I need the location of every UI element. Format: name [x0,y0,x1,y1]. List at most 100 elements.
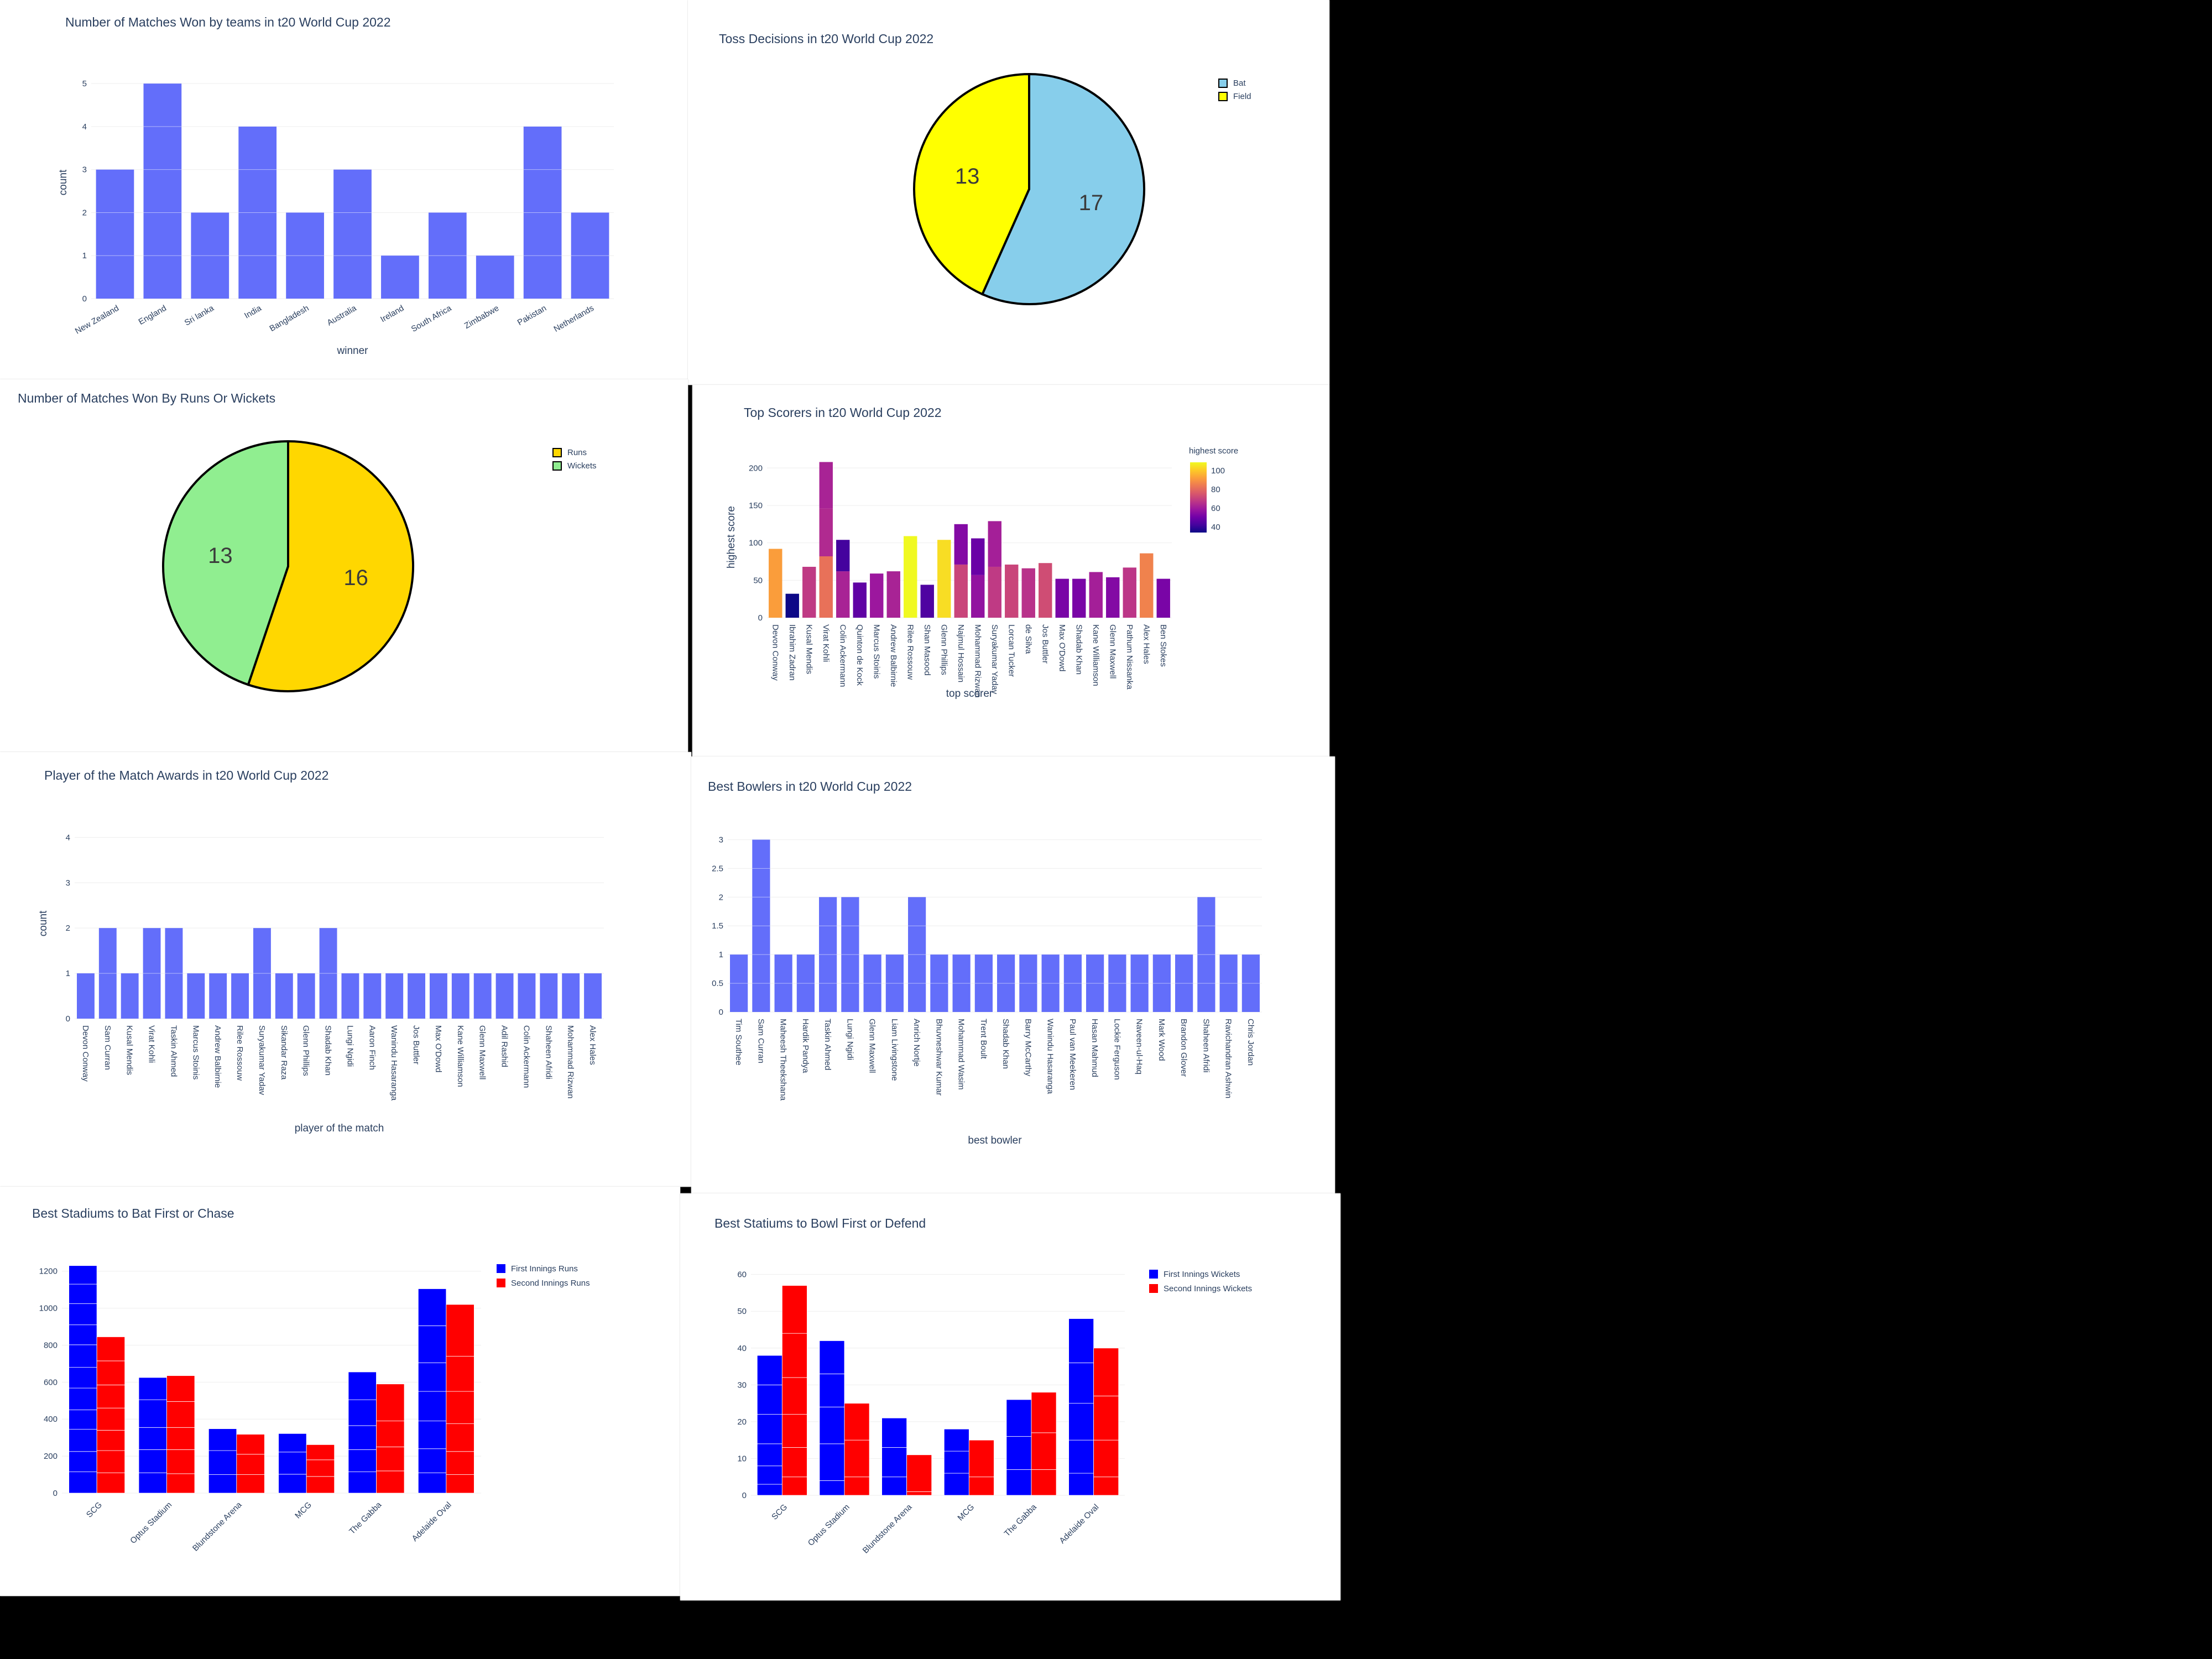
chart-panel-best-bowlers: Best Bowlers in t20 World Cup 2022 0 0.5 1 1… [691,757,1335,1193]
chart-panel-toss-decisions: Toss Decisions in t20 World Cup 2022 17 13… [688,0,1329,385]
x-tick-pakistan: Pakistan [516,304,548,327]
x-tick-optus-stadium: Optus Stadium [128,1500,174,1546]
bar-mohammad-rizwan-segment [971,538,985,575]
colorbar [1190,462,1207,533]
x-tick-suryakumar-yadav: Suryakumar Yadav [990,624,999,695]
bar-optus-stadium-first-innings-wickets [819,1373,845,1407]
chart-title: Top Scorers in t20 World Cup 2022 [744,405,942,420]
bar-suryakumar-yadav-segment [988,521,1001,567]
legend-label-bat: Bat [1233,79,1246,88]
bar-mcg-first-innings-runs [278,1474,307,1494]
bar-devon-conway [76,973,95,1019]
bar-colin-ackermann-segment [836,571,850,618]
bar-najmul-hossain-segment [954,524,968,565]
x-tick-lungi-ngidi: Lungi Ngidi [845,1019,854,1060]
bar-adelaide-oval-second-innings-runs [446,1304,474,1357]
bar-blundstone-arena-first-innings-runs [208,1450,237,1475]
x-tick-colin-ackermann: Colin Ackermann [838,624,847,687]
bar-quinton-de-kock-segment [853,582,867,618]
colorbar-tick-label: 100 [1211,466,1225,476]
bar-adelaide-oval-second-innings-runs [446,1474,474,1494]
bar-scg-first-innings-wickets [757,1484,782,1496]
x-tick-rilee-rossouw: Rilee Rossouw [235,1025,244,1081]
bar-mcg-first-innings-wickets [943,1451,969,1474]
x-tick-najmul-hossain: Najmul Hossain [956,624,966,682]
bar-optus-stadium-second-innings-runs [166,1375,195,1402]
colorbar-tick-label: 80 [1211,485,1220,494]
x-tick-shaheen-afridi: Shaheen Afridi [544,1025,553,1079]
legend-swatch-field [1218,92,1228,101]
bar-rilee-rossouw [231,973,249,1019]
bar-scg-first-innings-runs [69,1410,97,1430]
y-tick-label: 0 [758,613,763,623]
bar-marcus-stoinis-segment [870,573,884,618]
bar-ireland [381,255,419,299]
x-tick-the-gabba: The Gabba [347,1500,384,1536]
y-tick-label: 100 [749,539,763,548]
pie-slice-wickets [162,440,289,686]
x-tick-anrich-nortje: Anrich Nortje [912,1019,921,1067]
x-tick-wanindu-hasaranga: Wanindu Hasaranga [389,1025,399,1101]
bar-scg-first-innings-runs [69,1429,97,1452]
bar-scg-second-innings-runs [96,1384,126,1408]
bar-optus-stadium-first-innings-wickets [819,1480,845,1496]
pie-slice-runs [247,440,414,692]
y-tick-label: 0.5 [712,979,723,988]
bar-adelaide-oval-first-innings-wickets [1068,1439,1094,1474]
x-tick-south-africa: South Africa [410,303,453,333]
bar-optus-stadium-first-innings-wickets [819,1406,845,1444]
bar-scg-first-innings-wickets [757,1414,782,1444]
colorbar-tick-label: 60 [1211,504,1220,513]
x-tick-quinton-de-kock: Quinton de Kock [855,624,864,686]
bar-scg-second-innings-runs [96,1337,126,1361]
bar-blundstone-arena-second-innings-runs [236,1454,265,1475]
x-tick-netherlands: Netherlands [552,304,596,334]
y-tick-label: 2.5 [712,864,723,873]
y-tick-label: 150 [749,501,763,510]
won-by-chart: Number of Matches Won By Runs Or Wickets… [18,391,597,692]
bar-the-gabba-second-innings-runs [376,1446,405,1472]
bar-najmul-hossain-segment [954,564,968,618]
x-tick-colin-ackermann: Colin Ackermann [521,1025,531,1088]
bar-max-o-dowd [429,973,447,1019]
bar-colin-ackermann [518,973,536,1019]
chart-title: Best Bowlers in t20 World Cup 2022 [708,779,912,794]
bar-adelaide-oval-first-innings-wickets [1068,1403,1094,1441]
bar-adelaide-oval-first-innings-wickets [1068,1362,1094,1404]
x-tick-australia: Australia [325,303,358,327]
legend-label-runs: Runs [567,448,587,457]
x-tick-wanindu-hasaranga: Wanindu Hasaranga [1046,1019,1055,1094]
x-tick-blundstone-arena: Blundstone Arena [861,1502,914,1555]
bar-jos-buttler-segment [1039,563,1052,618]
x-tick-glenn-phillips: Glenn Phillips [301,1025,311,1076]
bar-the-gabba-first-innings-runs [348,1399,377,1426]
y-axis-title: highest score [726,506,737,568]
x-tick-shadab-khan: Shadab Khan [1074,624,1083,675]
x-tick-hasan-mahmud: Hasan Mahmud [1090,1019,1099,1077]
x-tick-ireland: Ireland [379,304,405,325]
y-tick-label: 0 [66,1014,70,1024]
legend-swatch-first-innings-runs [497,1264,505,1273]
x-tick-ravichandran-ashwin: Ravichandran Ashwin [1224,1019,1233,1098]
bar-scg-second-innings-wickets [781,1414,807,1448]
chart-title: Best Stadiums to Bat First or Chase [32,1206,234,1220]
x-axis-title: best bowler [968,1135,1022,1146]
y-tick-label: 1 [82,251,87,260]
bar-optus-stadium-second-innings-wickets [844,1477,870,1496]
x-tick-glenn-maxwell: Glenn Maxwell [1108,624,1117,679]
bar-the-gabba-second-innings-wickets [1031,1432,1057,1470]
bar-marcus-stoinis [187,973,205,1019]
x-tick-sam-curran: Sam Curran [103,1025,112,1070]
bar-scg-second-innings-runs [96,1450,126,1473]
x-tick-kusal-mendis: Kusal Mendis [125,1025,134,1075]
y-tick-label: 200 [44,1452,58,1461]
bar-mcg-second-innings-runs [306,1444,335,1460]
bar-adelaide-oval-second-innings-wickets [1093,1439,1119,1478]
bar-blundstone-arena-first-innings-runs [208,1428,237,1451]
bowl-first-chart: Best Statiums to Bowl First or Defend 0 10… [714,1216,1252,1556]
bar-alex-hales [584,973,602,1019]
bar-blundstone-arena-second-innings-wickets [906,1454,932,1492]
bar-scg-second-innings-wickets [781,1477,807,1496]
toss-decisions-chart: Toss Decisions in t20 World Cup 2022 17 13… [719,32,1251,305]
x-tick-lockie-ferguson: Lockie Ferguson [1112,1019,1121,1080]
